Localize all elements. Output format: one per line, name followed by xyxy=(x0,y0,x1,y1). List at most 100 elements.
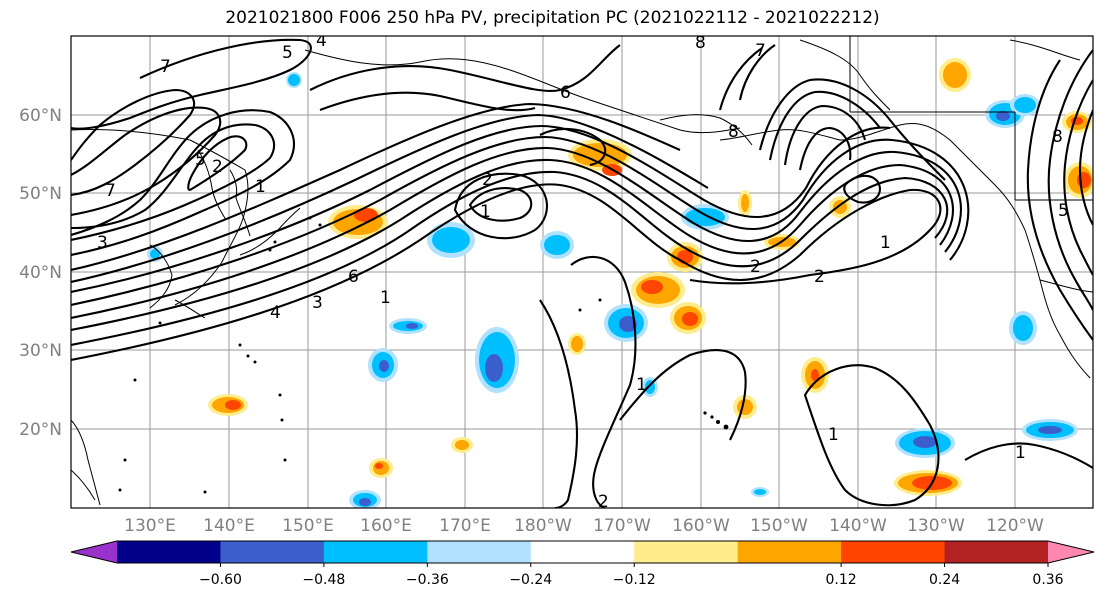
contour-label: 3 xyxy=(312,293,323,313)
contour-label: 5 xyxy=(282,43,293,63)
colorbar-extend-high xyxy=(1048,541,1094,563)
contour-label: 4 xyxy=(316,31,327,51)
colorbar-extend-low xyxy=(71,541,117,563)
positive-anomaly-region xyxy=(328,205,388,239)
colorbar-segment xyxy=(944,541,1049,563)
negative-anomaly-region xyxy=(1010,94,1040,116)
negative-anomaly-region xyxy=(1022,419,1078,441)
contour-label: 2 xyxy=(482,170,493,190)
contour-label: 2 xyxy=(598,492,609,512)
positive-anomaly-region xyxy=(568,333,586,355)
colorbar-segment xyxy=(841,541,946,563)
contour-label: 2 xyxy=(750,257,761,277)
colorbar-tick-label: −0.24 xyxy=(509,572,552,588)
contour-label: 8 xyxy=(1052,127,1063,147)
colorbar: −0.60−0.48−0.36−0.24−0.120.120.240.360.4… xyxy=(70,540,1095,588)
contour-label: 3 xyxy=(97,233,108,253)
positive-anomaly-region xyxy=(738,190,752,216)
map-frame xyxy=(70,35,1094,509)
negative-anomaly-region xyxy=(349,490,381,508)
contour-label: 2 xyxy=(212,157,223,177)
colorbar-tick-label: −0.36 xyxy=(406,572,449,588)
contour-label: 8 xyxy=(695,33,706,53)
positive-anomaly-region xyxy=(894,470,962,496)
lon-label: 180°W xyxy=(514,516,572,536)
latitude-labels: 60°N 50°N 40°N 30°N 20°N xyxy=(19,106,62,440)
contour-labels: 7 5 4 8 7 6 7 2 3 5 1 2 1 6 3 4 1 1 2 1 … xyxy=(97,31,1069,512)
lon-label: 170°E xyxy=(439,516,491,536)
positive-anomaly-region xyxy=(451,437,473,453)
positive-anomaly-region xyxy=(939,58,971,92)
colorbar-tick-label: 0.12 xyxy=(826,572,857,588)
lat-label: 40°N xyxy=(19,263,62,283)
contour-label: 1 xyxy=(636,375,647,395)
positive-anomaly-region xyxy=(369,458,393,478)
lat-label: 50°N xyxy=(19,184,62,204)
lon-label: 170°W xyxy=(593,516,651,536)
pv-contours xyxy=(71,38,1093,508)
colorbar-tick-label: 0.24 xyxy=(929,572,960,588)
negative-anomaly-region xyxy=(427,222,475,258)
lon-label: 160°E xyxy=(360,516,412,536)
contour-label: 7 xyxy=(755,41,766,61)
negative-anomaly-region xyxy=(751,487,769,497)
contour-label: 1 xyxy=(480,202,491,222)
contour-label: 6 xyxy=(348,267,359,287)
island-dots xyxy=(118,216,729,494)
contour-label: 8 xyxy=(728,122,739,142)
longitude-labels: 130°E 140°E 150°E 160°E 170°E 180°W 170°… xyxy=(124,516,1044,536)
colorbar-segment xyxy=(634,541,739,563)
contour-label: 6 xyxy=(560,83,571,103)
lat-label: 60°N xyxy=(19,106,62,126)
contour-label: 1 xyxy=(828,425,839,445)
gridlines xyxy=(71,36,1093,508)
positive-anomaly-region xyxy=(208,394,248,416)
negative-anomaly-region xyxy=(368,348,398,382)
negative-anomaly-region xyxy=(286,72,302,88)
lon-label: 150°E xyxy=(282,516,334,536)
lon-label: 140°W xyxy=(829,516,887,536)
contour-label: 4 xyxy=(270,303,281,323)
contour-label: 2 xyxy=(814,267,825,287)
positive-anomaly-region xyxy=(631,272,685,308)
contour-label: 5 xyxy=(195,150,206,170)
negative-anomaly-region xyxy=(540,231,574,259)
colorbar-ticks: −0.60−0.48−0.36−0.24−0.120.120.240.360.4… xyxy=(199,563,1064,588)
negative-anomaly-region xyxy=(389,318,427,334)
colorbar-segment xyxy=(220,541,325,563)
lon-label: 160°W xyxy=(672,516,730,536)
colorbar-segment xyxy=(530,541,635,563)
lat-label: 20°N xyxy=(19,420,62,440)
lon-label: 130°E xyxy=(124,516,176,536)
positive-anomaly-region xyxy=(801,357,829,393)
negative-anomaly-region xyxy=(895,428,955,458)
colorbar-outline xyxy=(70,540,1095,564)
lon-label: 150°W xyxy=(750,516,808,536)
colorbar-tick-label: 0.36 xyxy=(1032,572,1063,588)
map-title: 2021021800 F006 250 hPa PV, precipitatio… xyxy=(225,8,880,28)
contour-label: 1 xyxy=(1015,443,1026,463)
contour-label: 7 xyxy=(105,181,116,201)
colorbar-segment xyxy=(117,541,221,563)
negative-anomaly-region xyxy=(604,304,648,342)
precipitation-shading xyxy=(147,58,1093,508)
lon-label: 120°W xyxy=(986,516,1044,536)
contour-label: 5 xyxy=(1058,201,1069,221)
contour-label: 1 xyxy=(880,233,891,253)
coastlines xyxy=(71,39,1091,506)
colorbar-segment xyxy=(323,541,428,563)
political-borders xyxy=(849,36,1093,293)
colorbar-segment xyxy=(427,541,532,563)
colorbar-tick-label: −0.60 xyxy=(199,572,242,588)
lon-label: 140°E xyxy=(203,516,255,536)
contour-label: 7 xyxy=(160,57,171,77)
lat-label: 30°N xyxy=(19,341,62,361)
colorbar-tick-label: −0.12 xyxy=(613,572,656,588)
lon-label: 130°W xyxy=(907,516,965,536)
contour-label: 1 xyxy=(255,177,266,197)
positive-anomaly-region xyxy=(670,302,706,334)
negative-anomaly-region xyxy=(1009,311,1037,345)
colorbar-segment xyxy=(737,541,842,563)
colorbar-segments xyxy=(71,541,1094,563)
